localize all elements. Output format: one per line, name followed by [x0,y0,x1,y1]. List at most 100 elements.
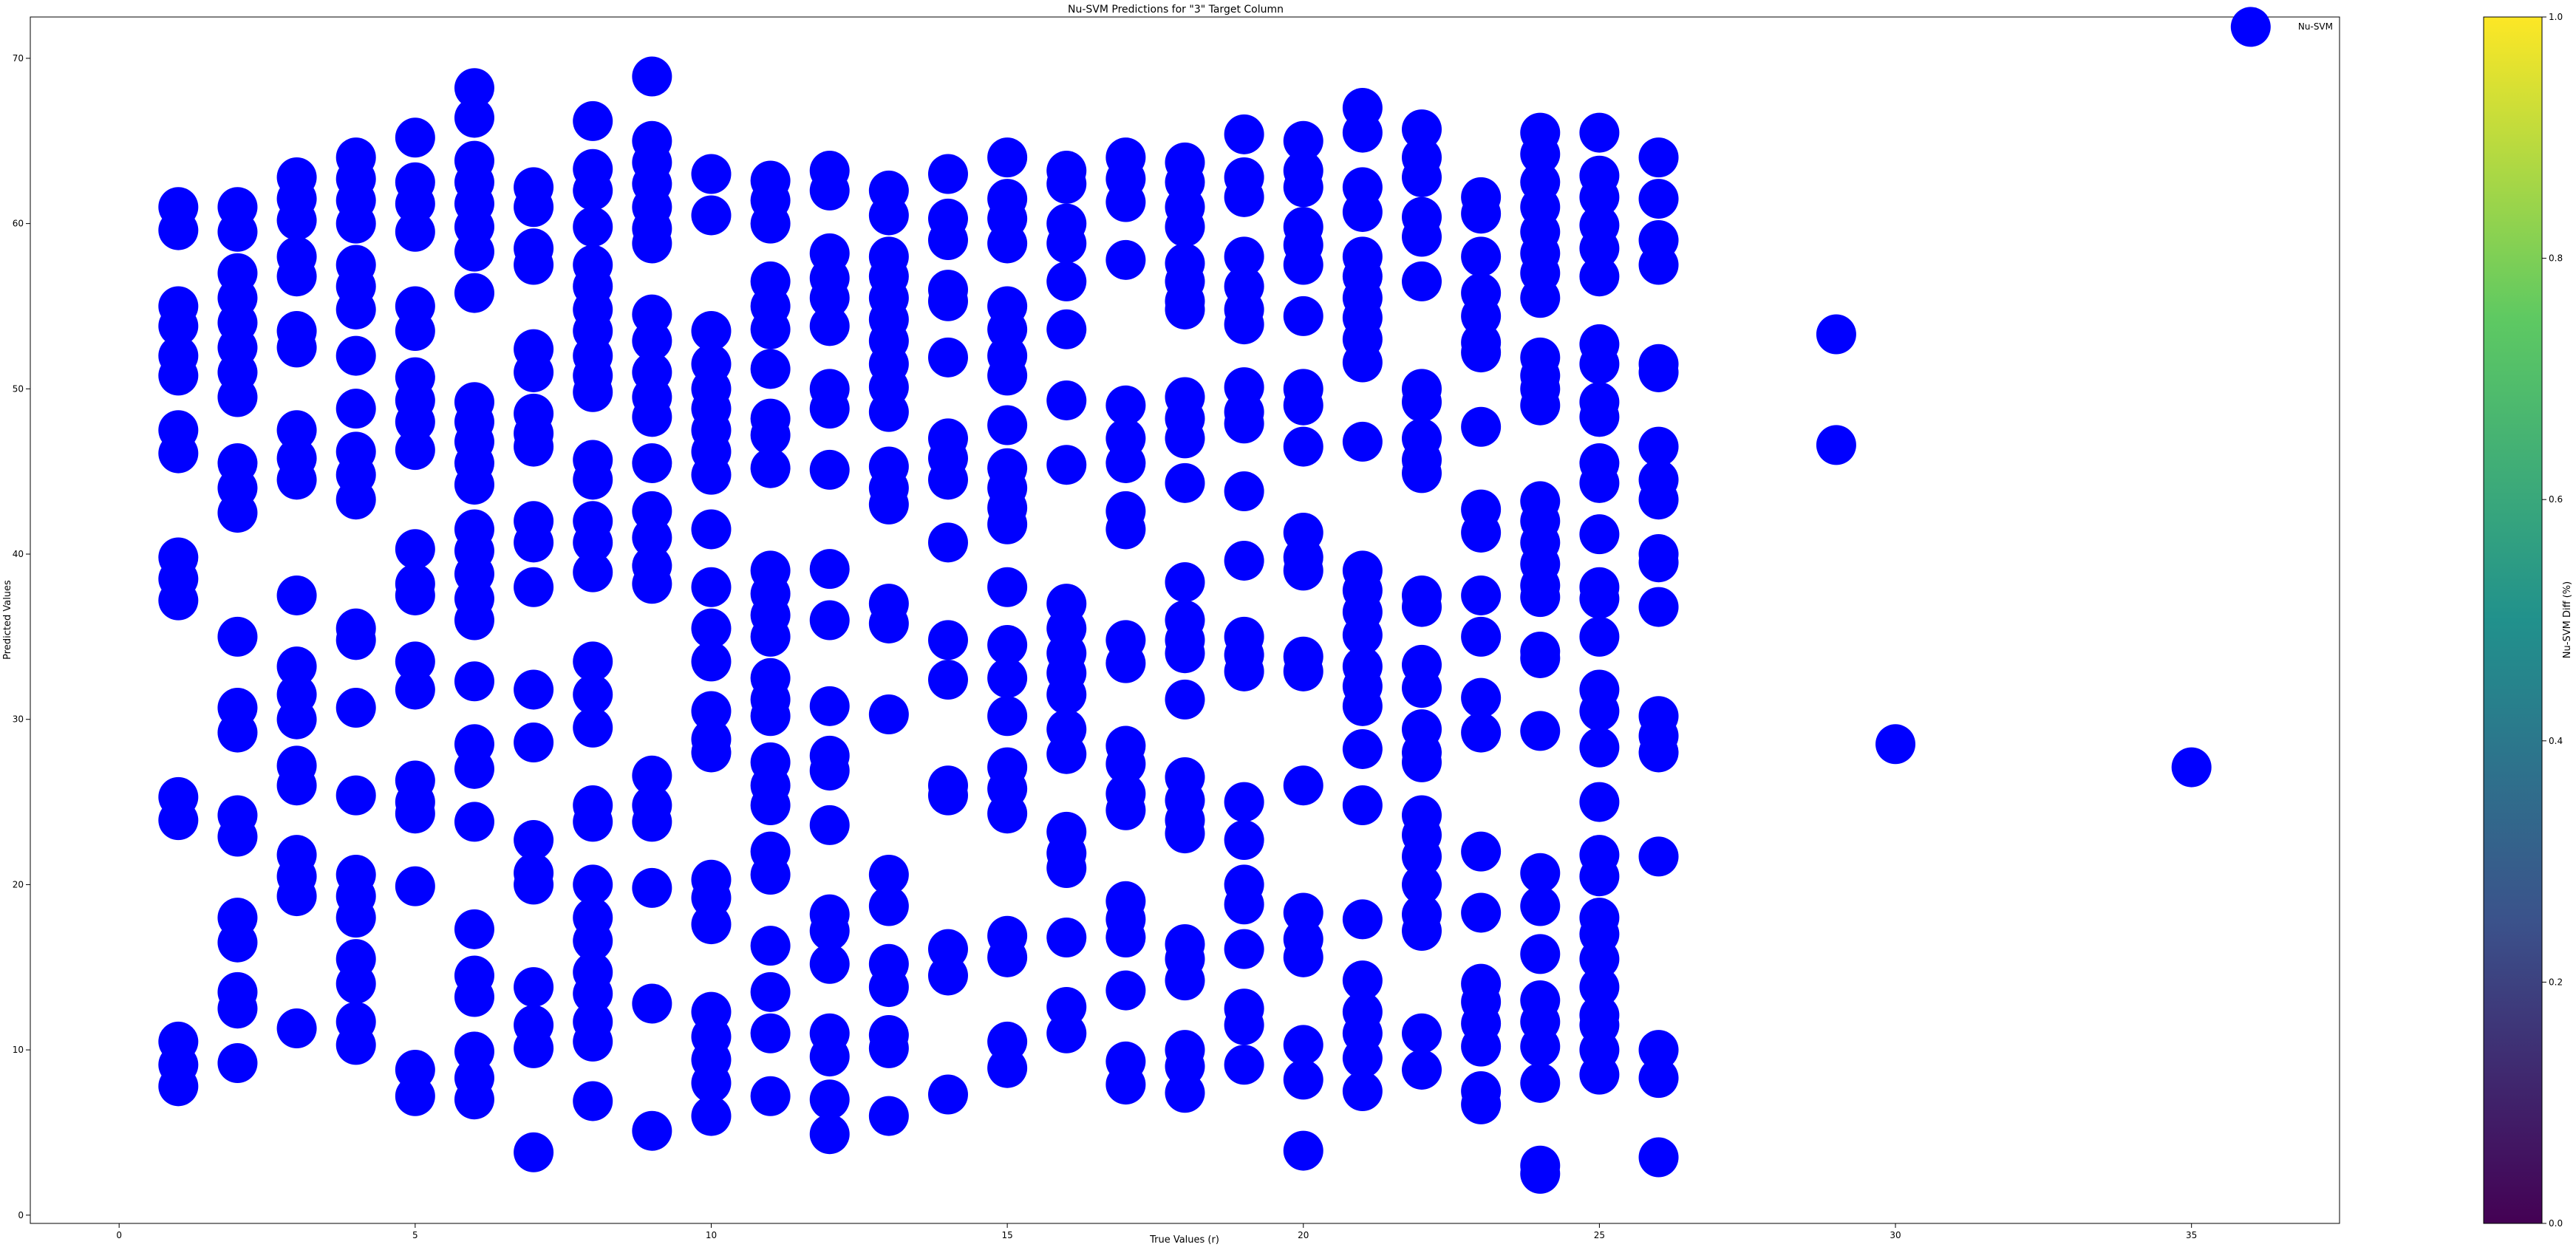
data-point [395,575,435,615]
data-point [1402,911,1442,952]
data-point [1046,223,1087,264]
data-point [868,854,909,895]
data-point [750,448,791,488]
data-point [1638,1030,1679,1070]
data-point [691,567,732,607]
data-point [1579,514,1620,555]
data-point [1046,380,1087,420]
data-point [1638,836,1679,877]
data-point [1638,426,1679,467]
data-point [809,306,850,346]
data-point [1461,831,1502,872]
data-point [217,1043,258,1084]
data-point [514,669,554,710]
data-point [927,337,968,378]
data-point [217,616,258,657]
data-point [927,620,968,660]
data-point [809,686,850,726]
data-point [395,669,435,710]
data-point [395,641,435,682]
data-point [1520,1026,1561,1067]
data-point [158,800,199,841]
data-point [1402,587,1442,627]
data-point [454,68,494,109]
data-point [1402,1049,1442,1090]
colorbar-tick-label-0.8: 0.8 [2549,253,2563,264]
y-tick-label-70: 70 [13,53,24,64]
data-point [335,775,376,816]
data-point [1165,418,1205,459]
data-point [927,522,968,563]
data-point [868,484,909,525]
data-point [1342,686,1383,726]
x-tick-label-15: 15 [1001,1230,1012,1240]
data-point [276,327,317,368]
data-point [335,289,376,329]
data-point [514,187,554,228]
data-point [217,816,258,857]
data-point [1165,289,1205,329]
data-point [276,200,317,241]
data-point [1342,785,1383,826]
data-point [514,864,554,905]
data-point [809,449,850,490]
data-point [1638,479,1679,520]
data-point [1224,177,1264,217]
data-point [927,660,968,700]
data-point [454,748,494,789]
data-point [217,712,258,753]
data-point [158,1066,199,1107]
data-point [1283,426,1323,467]
data-point [454,661,494,702]
data-point [1520,934,1561,974]
data-point [1461,332,1502,373]
data-point [2171,747,2212,788]
data-point [691,608,732,649]
data-point [809,389,850,429]
data-point [573,100,613,141]
data-point [691,904,732,945]
data-point [987,567,1028,607]
data-point [750,971,791,1012]
data-point [691,691,732,731]
data-point [514,426,554,467]
data-point [1224,236,1264,277]
colorbar-tick-label-0.6: 0.6 [2549,494,2563,505]
data-point [987,405,1028,445]
data-point [632,443,672,483]
y-tick-label-20: 20 [13,879,24,889]
data-point [573,1081,613,1121]
data-point [868,603,909,643]
data-point [1165,1073,1205,1113]
data-point [1283,937,1323,977]
data-point [1402,453,1442,493]
data-point [1461,406,1502,447]
data-point [632,397,672,437]
data-point [454,600,494,641]
data-point [573,802,613,842]
data-point [1402,1013,1442,1053]
data-point [276,646,317,687]
colorbar-label: Nu-SVM Diff (%) [2562,581,2573,658]
data-point [1402,261,1442,301]
data-point [573,170,613,211]
data-point [1402,864,1442,905]
colorbar-ticks: 0.0 0.2 0.4 0.6 0.8 1.0 [2542,12,2563,1229]
data-point [454,802,494,842]
colorbar-tick-label-0.0: 0.0 [2549,1218,2563,1229]
data-point [750,854,791,895]
data-point [1402,109,1442,150]
colorbar-tick-label-0.2: 0.2 [2549,977,2563,987]
data-point [1402,836,1442,877]
data-point [1461,616,1502,657]
data-point [514,245,554,285]
data-point [632,867,672,908]
data-point [395,1076,435,1116]
data-point [1283,651,1323,691]
data-point [1342,421,1383,462]
data-point [927,775,968,816]
chart-title: Nu-SVM Predictions for "3" Target Column [1068,4,1284,16]
data-point [1046,163,1087,204]
data-point [750,1013,791,1053]
data-point [750,1076,791,1116]
